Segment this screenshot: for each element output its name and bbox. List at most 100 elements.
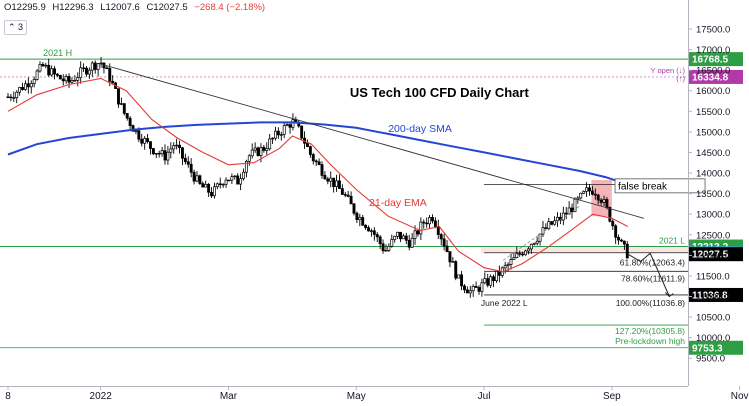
y-tick-label: 16500.0 bbox=[696, 66, 730, 77]
sma-label: 200-day SMA bbox=[388, 123, 452, 135]
ohlc-open: O12295.9 bbox=[4, 2, 46, 13]
candle-body bbox=[451, 261, 455, 263]
candle-body bbox=[413, 230, 417, 239]
x-tick-label: 8 bbox=[5, 391, 11, 402]
candle-body bbox=[314, 160, 318, 163]
candle-body bbox=[608, 207, 612, 222]
candle-body bbox=[431, 217, 434, 222]
indicator-toggle[interactable]: ⌃ 3 bbox=[4, 20, 28, 35]
candle-body bbox=[367, 227, 370, 232]
candle-body bbox=[67, 76, 71, 83]
candle-body bbox=[579, 192, 583, 199]
candle-body bbox=[300, 125, 304, 139]
candle-body bbox=[134, 130, 138, 132]
candle-body bbox=[465, 289, 469, 294]
candle-body bbox=[180, 147, 184, 159]
candle-body bbox=[149, 141, 152, 149]
x-tick-label: Jul bbox=[478, 391, 491, 402]
candle-body bbox=[250, 149, 254, 157]
candle-body bbox=[611, 220, 615, 227]
candle-body bbox=[585, 187, 589, 192]
badge-2021-high: 16768.5 bbox=[692, 55, 729, 66]
level-2021-low-label: 2021 L bbox=[659, 236, 685, 246]
candle-body bbox=[87, 69, 91, 75]
candle-body bbox=[582, 190, 586, 194]
candle-body bbox=[521, 253, 525, 256]
projection-path bbox=[627, 252, 670, 297]
candle-body bbox=[276, 130, 280, 136]
pre-lockdown-label: Pre-lockdown high bbox=[615, 336, 685, 346]
candle-body bbox=[32, 79, 36, 84]
candle-body bbox=[538, 233, 542, 242]
candle-body bbox=[204, 183, 208, 188]
candle-body bbox=[18, 87, 22, 93]
indicator-count: 3 bbox=[18, 22, 24, 32]
y-tick-label: 12500.0 bbox=[696, 230, 730, 241]
candle-body bbox=[186, 161, 190, 165]
candle-body bbox=[137, 130, 141, 140]
candle-body bbox=[265, 148, 269, 151]
candle-body bbox=[329, 177, 333, 182]
candle-body bbox=[320, 164, 324, 176]
candle-body bbox=[404, 235, 408, 241]
candle-body bbox=[599, 199, 603, 203]
candle-body bbox=[253, 147, 257, 151]
candle-body bbox=[227, 179, 231, 182]
candle-body bbox=[477, 287, 481, 292]
candle-body bbox=[125, 113, 129, 119]
ema-21-line bbox=[7, 77, 629, 273]
candle-body bbox=[326, 178, 330, 182]
candle-body bbox=[369, 230, 373, 232]
candle-body bbox=[274, 130, 277, 139]
candle-body bbox=[547, 221, 551, 229]
candle-body bbox=[570, 207, 574, 213]
candle-body bbox=[288, 124, 292, 128]
fib-100-label: 100.00%(11036.8) bbox=[616, 298, 685, 308]
candle-body bbox=[239, 178, 243, 185]
y-tick-label: 10000.0 bbox=[696, 333, 730, 344]
fib-618-label: 61.80%(12063.4) bbox=[620, 258, 685, 268]
candle-body bbox=[189, 163, 193, 173]
candle-body bbox=[9, 96, 13, 99]
x-tick-label: 2022 bbox=[90, 391, 113, 402]
candle-body bbox=[535, 240, 539, 244]
y-tick-label: 11500.0 bbox=[696, 271, 730, 282]
downtrend-line bbox=[100, 63, 644, 219]
candle-body bbox=[119, 103, 123, 105]
candle-body bbox=[556, 216, 559, 222]
candle-body bbox=[349, 196, 353, 205]
y-tick-label: 9500.0 bbox=[696, 354, 725, 365]
candle-body bbox=[448, 251, 452, 263]
candle-body bbox=[169, 148, 173, 153]
candle-body bbox=[372, 230, 376, 235]
y-tick-label: 11000.0 bbox=[696, 292, 730, 303]
badge-pre-lockdown: 9753.3 bbox=[692, 343, 723, 354]
candle-body bbox=[550, 221, 554, 225]
fib-1272-label: 127.20%(10305.8) bbox=[615, 326, 685, 336]
candle-body bbox=[463, 285, 466, 291]
candle-body bbox=[117, 88, 120, 105]
x-tick-label: Mar bbox=[220, 391, 238, 402]
candle-body bbox=[495, 270, 498, 282]
candle-body bbox=[526, 248, 530, 252]
candle-body bbox=[460, 274, 464, 287]
candle-body bbox=[588, 187, 591, 192]
candle-body bbox=[358, 217, 362, 220]
candle-body bbox=[271, 137, 275, 140]
candle-body bbox=[247, 155, 251, 162]
candle-body bbox=[439, 234, 443, 240]
candle-body bbox=[335, 180, 338, 187]
candle-body bbox=[625, 243, 629, 259]
year-open-label: Y open (↓) bbox=[651, 66, 686, 75]
y-tick-label: 14500.0 bbox=[696, 148, 730, 159]
candle-body bbox=[442, 238, 446, 247]
candle-body bbox=[233, 175, 237, 178]
candle-body bbox=[503, 265, 507, 269]
candle-body bbox=[29, 83, 33, 88]
candle-body bbox=[436, 226, 440, 235]
candle-body bbox=[422, 221, 426, 224]
candle-body bbox=[279, 134, 283, 136]
candle-body bbox=[518, 253, 522, 255]
